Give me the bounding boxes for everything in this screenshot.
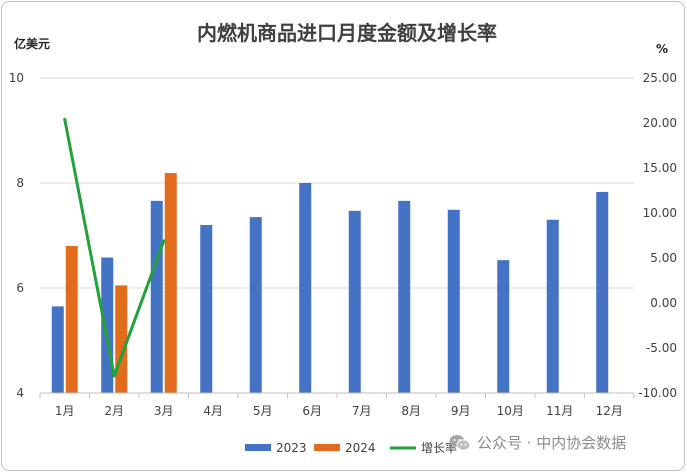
x-tick-label: 8月 — [401, 404, 421, 418]
y-left-tick-label: 6 — [16, 281, 24, 295]
right-axis-unit: % — [656, 42, 668, 56]
y-right-tick-label: 25.00 — [643, 71, 677, 85]
x-tick-label: 10月 — [497, 404, 524, 418]
bar-2023 — [447, 209, 460, 393]
x-tick-label: 12月 — [596, 404, 623, 418]
line-增长率 — [63, 119, 166, 378]
x-tick-label: 2月 — [104, 404, 124, 418]
y-right-tick-label: 10.00 — [643, 206, 677, 220]
left-axis-unit: 亿美元 — [14, 36, 50, 51]
bars-group — [51, 173, 609, 393]
watermark: 公众号 · 中内协会数据 — [449, 432, 626, 453]
y-right-tick-label: 0.00 — [650, 296, 677, 310]
y-right-tick-label: -5.00 — [646, 341, 677, 355]
line-group — [63, 117, 166, 378]
point-增长率 — [112, 374, 116, 378]
bar-2023 — [200, 225, 213, 393]
bar-2024 — [164, 173, 177, 393]
x-tick-label: 9月 — [451, 404, 471, 418]
y-left-tick-label: 8 — [16, 176, 24, 190]
bar-2023 — [348, 210, 361, 393]
legend-label-2023: 2023 — [276, 441, 307, 455]
gridlines — [40, 77, 634, 394]
x-tick-label: 7月 — [352, 404, 372, 418]
y-right-tick-label: 5.00 — [650, 251, 677, 265]
wechat-icon — [449, 434, 471, 451]
y-left-tick-label: 4 — [16, 386, 24, 400]
legend-label-增长率: 增长率 — [421, 440, 457, 455]
bar-2023 — [299, 183, 312, 393]
bar-2023 — [51, 306, 64, 393]
bar-2024 — [65, 246, 78, 393]
bar-2023 — [249, 217, 262, 393]
x-tick-label: 4月 — [203, 404, 223, 418]
y-right-tick-label: 15.00 — [643, 161, 677, 175]
y-left-tick-label: 10 — [9, 71, 24, 85]
x-tick-label: 6月 — [302, 404, 322, 418]
axis-group: 4 6 8 10 -10.00 -5.00 0.00 5.00 10.00 15.00 20.00 2… — [9, 71, 677, 418]
y-right-tick-label: -10.00 — [638, 386, 677, 400]
bar-2023 — [398, 200, 411, 393]
legend-label-2024: 2024 — [345, 441, 376, 455]
chart-title: 内燃机商品进口月度金额及增长率 — [197, 21, 497, 45]
x-tick-label: 5月 — [253, 404, 273, 418]
y-right-tick-label: 20.00 — [643, 116, 677, 130]
x-tick-label: 1月 — [55, 404, 75, 418]
x-tick-label: 11月 — [546, 404, 573, 418]
bar-2023 — [150, 200, 163, 393]
x-tick-label: 3月 — [154, 404, 174, 418]
point-增长率 — [162, 239, 166, 243]
bar-2023 — [546, 219, 559, 393]
legend-swatch-2023 — [245, 444, 271, 451]
point-增长率 — [63, 117, 67, 121]
bar-2023 — [596, 191, 609, 393]
bar-2023 — [497, 260, 510, 393]
watermark-text: 公众号 · 中内协会数据 — [477, 434, 627, 452]
legend-swatch-2024 — [314, 444, 340, 451]
legend: 2023 2024 增长率 — [245, 440, 457, 455]
bar-2024 — [115, 285, 128, 393]
